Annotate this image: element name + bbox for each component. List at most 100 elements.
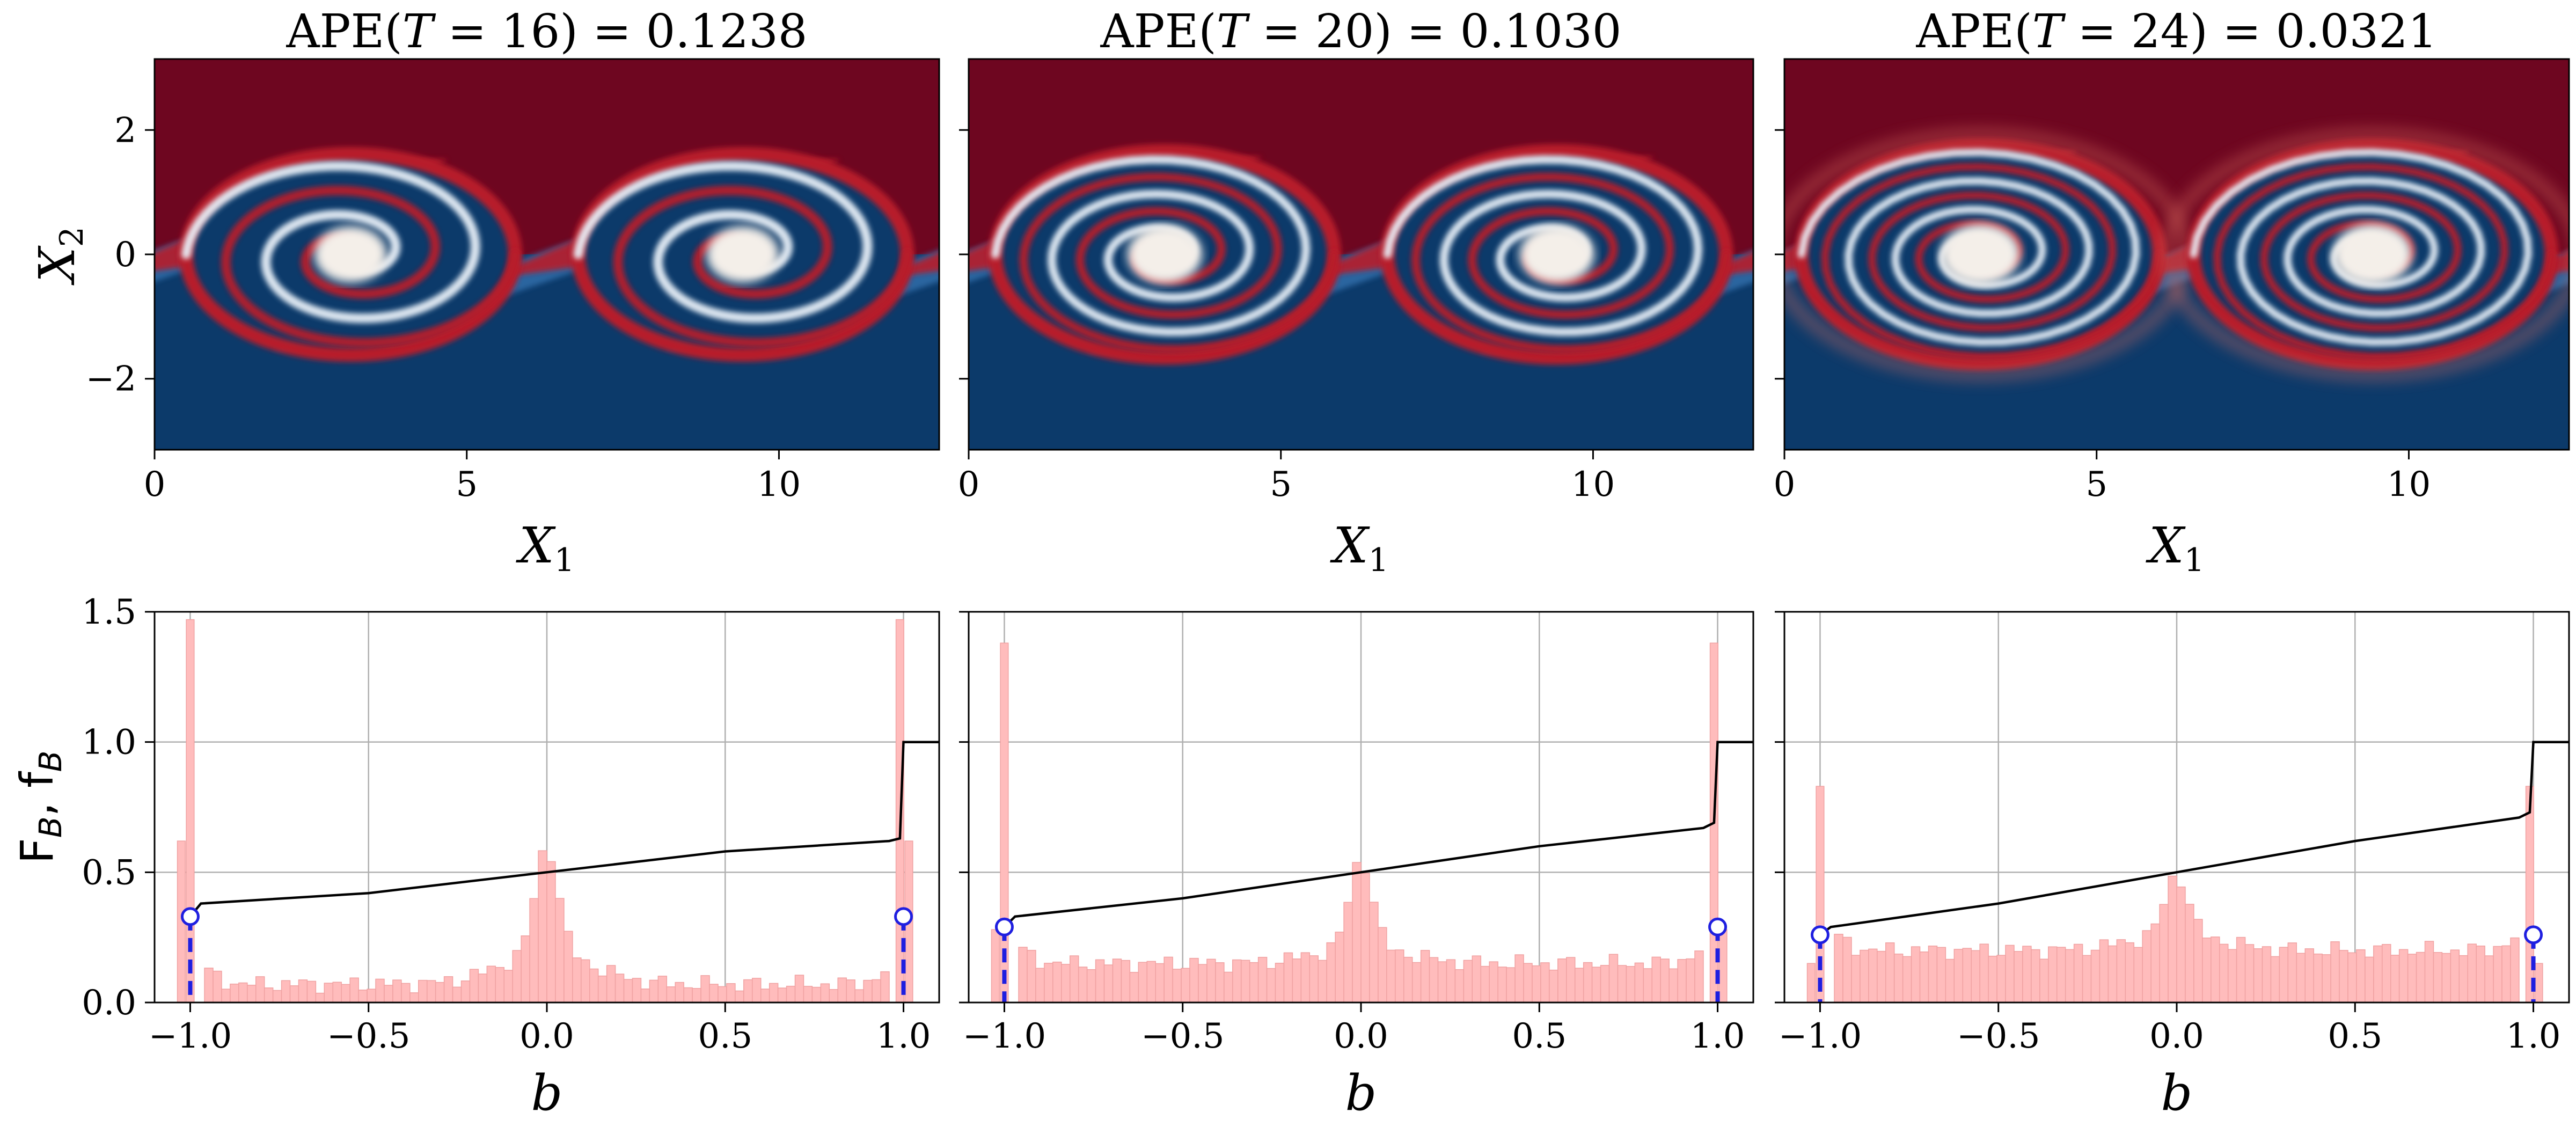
x-tick-label: −1.0 (149, 1016, 232, 1056)
histogram-bar (1027, 950, 1036, 1003)
histogram-bar (2048, 946, 2058, 1003)
x-tick-label: −0.5 (327, 1016, 410, 1056)
x-axis-label-main: X (2146, 517, 2186, 574)
histogram-bar (829, 989, 839, 1003)
panel-title: APE(T = 20) = 0.1030 (1100, 5, 1621, 58)
histogram-bar (1523, 963, 1533, 1003)
histogram-bar (863, 979, 873, 1003)
histogram-bar (1292, 958, 1302, 1003)
histogram-bar (2211, 936, 2220, 1003)
histogram-bar (2416, 952, 2426, 1003)
marker-point (2524, 925, 2543, 945)
histogram-bar (2339, 950, 2348, 1003)
histogram-bar (1668, 968, 1678, 1003)
histogram-bar (546, 861, 556, 1003)
histogram-bar (341, 984, 350, 1003)
histogram-bar (1945, 958, 1955, 1003)
histogram-bar (2039, 958, 2049, 1003)
histogram-bar (657, 976, 668, 1003)
histogram-bar (2142, 930, 2151, 1003)
histogram-bar (2467, 943, 2477, 1003)
histogram-bar (1138, 962, 1148, 1003)
histogram-bar (375, 978, 385, 1003)
histogram-bar (2279, 947, 2289, 1003)
histogram-bar (1257, 957, 1268, 1003)
histogram-bar (803, 986, 813, 1003)
histogram-bar (2253, 948, 2263, 1003)
histogram-bar (230, 983, 239, 1003)
histogram-bar (2090, 949, 2101, 1003)
x-tick-label: 1.0 (2506, 1016, 2561, 1056)
histogram-bar (1411, 962, 1422, 1003)
histogram-bar (2458, 955, 2469, 1003)
x-axis-label-sub: 1 (2184, 541, 2205, 579)
histogram-bar (1044, 963, 1053, 1003)
x-tick-label: 1.0 (876, 1016, 931, 1056)
y-tick-label: 1.0 (82, 723, 136, 763)
histogram-spike (1718, 929, 1728, 1003)
histogram-bar (2365, 956, 2374, 1003)
histogram-bar (315, 992, 325, 1003)
histogram-bar (692, 988, 701, 1003)
title-prefix: APE( (1915, 5, 2032, 58)
histogram-bar (503, 970, 513, 1003)
histogram-bar (1454, 969, 1465, 1003)
histogram-bar (1232, 959, 1242, 1003)
histogram-bar (1035, 968, 1045, 1003)
histogram-bar (2493, 946, 2502, 1003)
histogram-bar (1574, 968, 1584, 1003)
histogram-bar (1532, 965, 1541, 1003)
turbulent-halo (1784, 129, 2191, 379)
histogram-bar (2056, 947, 2066, 1003)
histogram-bar (1446, 959, 1456, 1003)
histogram-bar (247, 984, 257, 1003)
histogram-bar (1335, 932, 1344, 1003)
y-tick-label: 1.5 (82, 592, 136, 632)
histogram-bar (1360, 873, 1370, 1003)
histogram-bar (2227, 949, 2237, 1003)
histogram-bar (2125, 942, 2135, 1003)
histogram-bar (1420, 950, 1430, 1003)
histogram-bar (443, 976, 453, 1003)
histogram-bar (1403, 956, 1413, 1003)
marker-point (1810, 925, 1829, 945)
x-tick-label: 5 (456, 465, 478, 504)
histogram-bar (1557, 958, 1567, 1003)
histogram-bar (2373, 945, 2383, 1003)
histogram-bar (2501, 945, 2511, 1003)
histogram-bar (529, 898, 539, 1003)
histogram-bar (1617, 965, 1627, 1003)
x-tick-label: 0 (1774, 465, 1796, 504)
histogram-bar (204, 968, 214, 1003)
histogram-bar (2133, 947, 2143, 1003)
histogram-spike (991, 929, 1000, 1003)
y-tick-label: 0.0 (82, 983, 136, 1023)
histogram-bar (2441, 953, 2451, 1003)
histogram-bar (1971, 950, 1980, 1003)
marker-point (894, 907, 913, 926)
histogram-bar (2202, 938, 2212, 1003)
histogram-bar (2270, 956, 2280, 1003)
histogram-bar (1877, 950, 1886, 1003)
histogram-bar (1694, 950, 1704, 1003)
y-tick-label: 0 (114, 235, 136, 275)
vortex-spiral-arm (221, 185, 520, 348)
histogram-bar (1163, 956, 1173, 1003)
histogram-bar (820, 983, 830, 1003)
x-tick-label: −1.0 (963, 1016, 1046, 1056)
histogram-bar (469, 969, 479, 1003)
histogram-bar (401, 983, 411, 1003)
histogram-bar (640, 988, 650, 1003)
histogram-bar (1549, 969, 1558, 1003)
x-tick-label: 10 (757, 465, 801, 504)
title-variable: T (2032, 5, 2066, 58)
histogram-bar (460, 980, 471, 1003)
x-axis-label: b (2161, 1064, 2193, 1122)
histogram-bar (666, 986, 676, 1003)
marker-point (994, 917, 1014, 936)
histogram-bar (512, 950, 522, 1003)
histogram-bar (298, 979, 308, 1003)
histogram-bar (2244, 944, 2255, 1003)
histogram-bar (1851, 955, 1861, 1003)
histogram-bar (709, 984, 719, 1003)
